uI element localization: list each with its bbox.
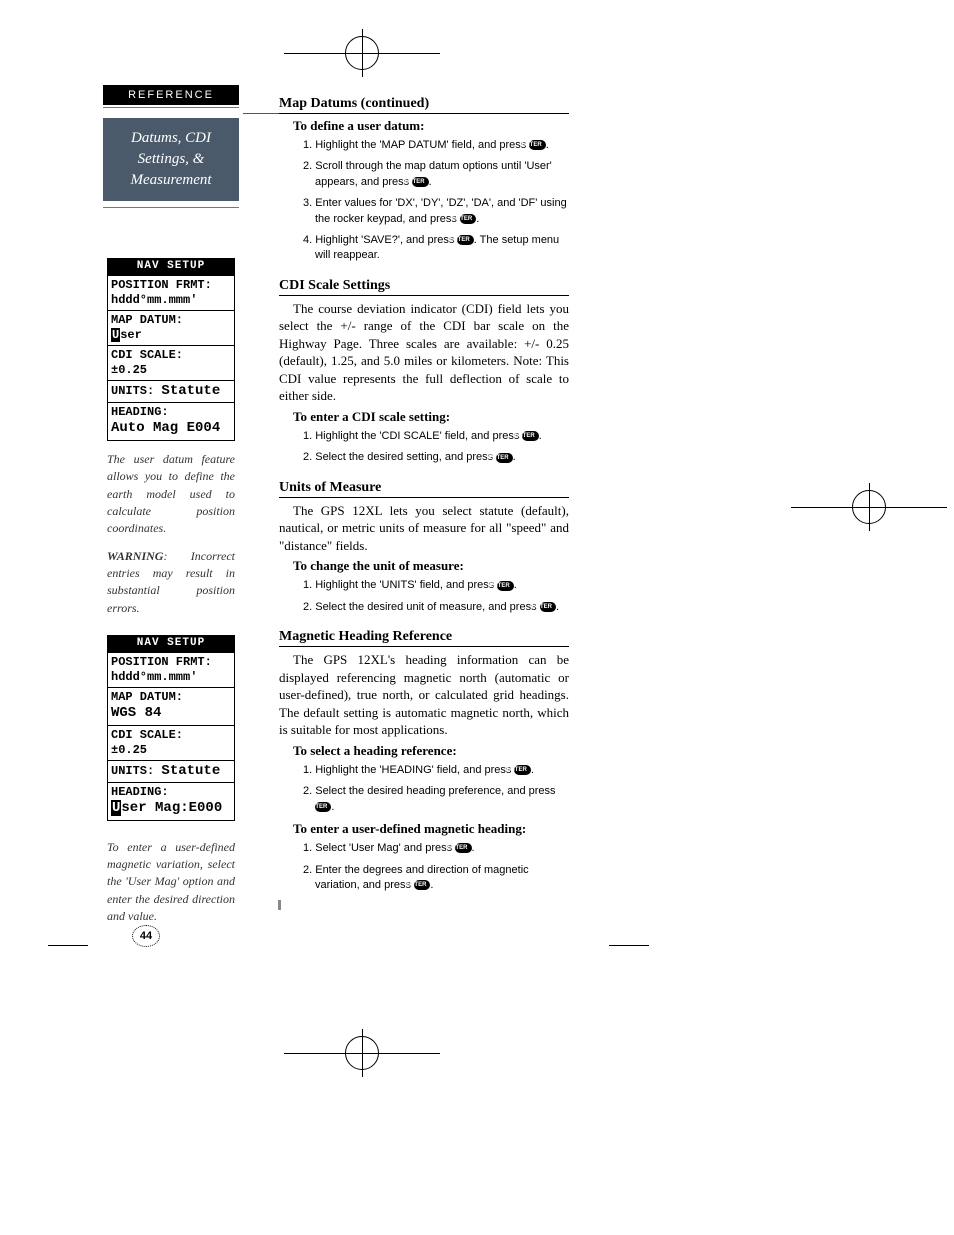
section-map-datums: Map Datums (continued): [279, 96, 569, 114]
enter-button-icon: ENTER: [414, 880, 430, 890]
sub-heading-select: To select a heading reference:: [293, 743, 569, 759]
body-units: The GPS 12XL lets you select statute (de…: [279, 502, 569, 555]
sidebar: REFERENCE Datums, CDI Settings, & Measur…: [103, 85, 239, 925]
lcd-screenshot-2: NAV SETUP POSITION FRMT:hddd°mm.mmm' MAP…: [107, 635, 235, 820]
body-heading: The GPS 12XL's heading information can b…: [279, 651, 569, 739]
registration-mark-bottom: [345, 1036, 379, 1070]
section-cdi: CDI Scale Settings: [279, 278, 569, 296]
enter-button-icon: ENTER: [514, 765, 530, 775]
bleed-mark-left: [48, 945, 88, 946]
reference-badge: REFERENCE: [103, 85, 239, 105]
section-heading: Magnetic Heading Reference: [279, 629, 569, 647]
enter-button-icon: ENTER: [540, 602, 556, 612]
page-number: 44: [132, 925, 160, 947]
registration-mark-top: [345, 36, 379, 70]
enter-button-icon: ENTER: [460, 214, 476, 224]
enter-button-icon: ENTER: [412, 177, 428, 187]
sub-heading-user: To enter a user-defined magnetic heading…: [293, 821, 569, 837]
body-cdi: The course deviation indicator (CDI) fie…: [279, 300, 569, 405]
enter-button-icon: ENTER: [315, 802, 331, 812]
registration-mark-right: [852, 490, 886, 524]
enter-button-icon: ENTER: [457, 235, 473, 245]
change-bar: [278, 900, 281, 910]
enter-button-icon: ENTER: [496, 453, 512, 463]
sidebar-title: Datums, CDI Settings, & Measurement: [103, 118, 239, 201]
enter-button-icon: ENTER: [522, 431, 538, 441]
steps-units: 1. Highlight the 'UNITS' field, and pres…: [303, 578, 569, 615]
steps-cdi: 1. Highlight the 'CDI SCALE' field, and …: [303, 429, 569, 466]
caption-2: WARNING: Incorrect entries may result in…: [107, 548, 235, 618]
sub-units: To change the unit of measure:: [293, 558, 569, 574]
bleed-mark-right: [609, 945, 649, 946]
sub-cdi: To enter a CDI scale setting:: [293, 409, 569, 425]
steps-heading-select: 1. Highlight the 'HEADING' field, and pr…: [303, 763, 569, 815]
steps-user-datum: 1. Highlight the 'MAP DATUM' field, and …: [303, 138, 569, 264]
enter-button-icon: ENTER: [455, 843, 471, 853]
header-rule: [243, 113, 279, 114]
lcd-screenshot-1: NAV SETUP POSITION FRMT:hddd°mm.mmm' MAP…: [107, 258, 235, 441]
enter-button-icon: ENTER: [529, 140, 545, 150]
steps-heading-user: 1. Select 'User Mag' and press ENTER. 2.…: [303, 841, 569, 893]
sub-define-user-datum: To define a user datum:: [293, 118, 569, 134]
enter-button-icon: ENTER: [497, 581, 513, 591]
caption-1: The user datum feature allows you to def…: [107, 451, 235, 538]
caption-3: To enter a user-defined magnetic variati…: [107, 839, 235, 926]
section-units: Units of Measure: [279, 480, 569, 498]
main-content: Map Datums (continued) To define a user …: [279, 96, 569, 899]
